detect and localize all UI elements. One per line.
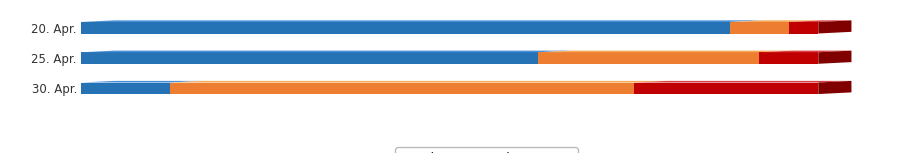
Polygon shape	[634, 83, 818, 94]
Polygon shape	[818, 81, 851, 94]
Polygon shape	[81, 52, 538, 64]
Polygon shape	[81, 51, 571, 52]
Polygon shape	[760, 52, 818, 64]
Polygon shape	[730, 22, 788, 34]
Polygon shape	[788, 22, 818, 34]
Polygon shape	[81, 81, 203, 83]
Polygon shape	[730, 20, 822, 22]
Polygon shape	[169, 81, 667, 83]
Polygon shape	[81, 83, 169, 94]
Polygon shape	[818, 20, 851, 34]
Polygon shape	[81, 22, 730, 34]
Polygon shape	[538, 51, 793, 52]
Polygon shape	[538, 52, 760, 64]
Polygon shape	[818, 51, 851, 64]
Polygon shape	[169, 83, 634, 94]
Legend: Kalt, Normal, Warm: Kalt, Normal, Warm	[396, 147, 578, 153]
Polygon shape	[634, 81, 851, 83]
Polygon shape	[81, 20, 763, 22]
Polygon shape	[760, 51, 851, 52]
Polygon shape	[788, 20, 851, 22]
